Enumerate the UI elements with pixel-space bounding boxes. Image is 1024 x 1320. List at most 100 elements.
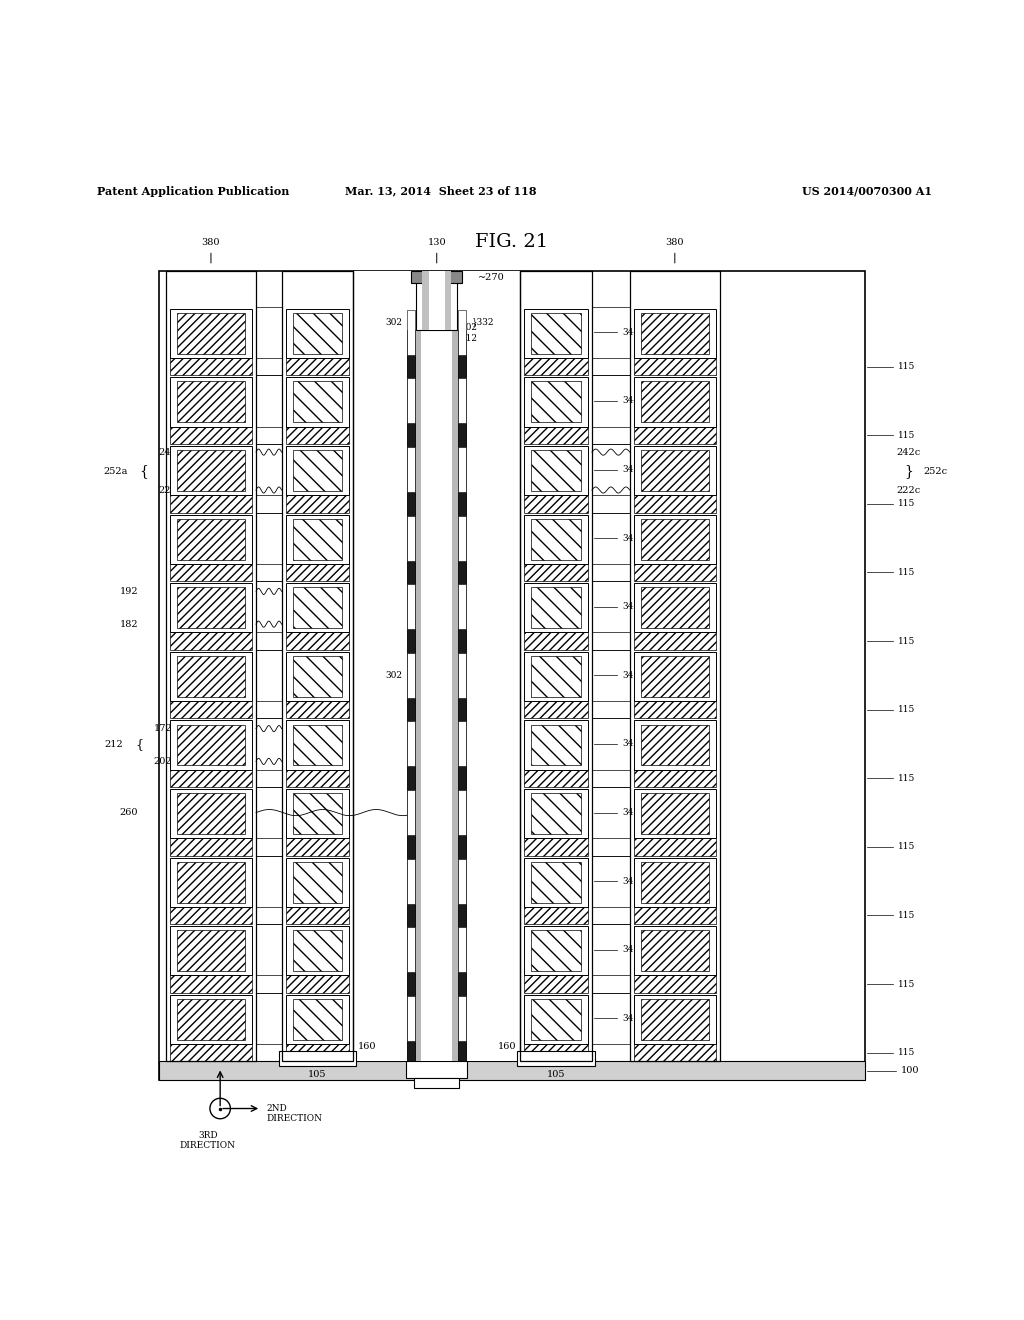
Bar	[286, 858, 349, 907]
Bar	[170, 721, 252, 770]
Bar	[634, 975, 716, 993]
Bar	[416, 271, 457, 330]
Bar	[286, 789, 349, 838]
Bar	[170, 701, 252, 718]
Text: 380: 380	[202, 238, 220, 247]
Text: 202: 202	[426, 322, 442, 331]
Bar	[531, 793, 581, 834]
Bar	[416, 330, 459, 1061]
Bar	[634, 652, 716, 701]
Text: 202: 202	[154, 756, 172, 766]
Bar	[286, 927, 349, 975]
Bar	[634, 358, 716, 375]
Bar	[286, 975, 349, 993]
Text: 2ND: 2ND	[266, 1104, 287, 1113]
Bar	[166, 271, 256, 1061]
Bar	[422, 271, 451, 330]
Bar	[634, 495, 716, 512]
Bar	[531, 587, 581, 628]
Bar	[286, 564, 349, 581]
Text: }: }	[904, 465, 912, 478]
Bar	[279, 1051, 356, 1065]
Text: 342: 342	[623, 671, 640, 680]
Bar	[286, 495, 349, 512]
Bar	[524, 309, 588, 358]
Bar	[641, 519, 709, 560]
Text: 342: 342	[623, 808, 640, 817]
Bar	[418, 858, 457, 907]
Text: 342: 342	[623, 465, 640, 474]
Bar	[177, 313, 245, 354]
Text: 260: 260	[120, 808, 138, 817]
Bar	[293, 313, 342, 354]
Bar	[170, 927, 252, 975]
Bar	[524, 995, 588, 1044]
Bar	[286, 446, 349, 495]
Bar	[531, 999, 581, 1040]
Bar	[282, 271, 353, 1061]
Bar	[418, 309, 457, 358]
Bar	[170, 1044, 252, 1061]
Bar	[524, 789, 588, 838]
Bar	[293, 381, 342, 422]
Bar	[634, 701, 716, 718]
Bar	[177, 519, 245, 560]
Bar	[459, 330, 467, 1061]
Bar	[170, 446, 252, 495]
Text: 202: 202	[422, 318, 439, 326]
Text: 344: 344	[623, 327, 640, 337]
Bar	[286, 358, 349, 375]
Text: 182: 182	[120, 619, 138, 628]
Text: 302: 302	[385, 671, 401, 680]
Bar	[531, 656, 581, 697]
Bar	[407, 379, 416, 424]
Text: 342: 342	[623, 602, 640, 611]
Bar	[459, 379, 467, 424]
Bar	[634, 378, 716, 426]
Text: 302: 302	[385, 318, 401, 326]
Text: 3RD: 3RD	[198, 1131, 218, 1140]
Bar	[407, 447, 416, 492]
Bar	[641, 793, 709, 834]
Bar	[407, 927, 416, 973]
Bar	[634, 583, 716, 632]
Bar	[459, 927, 467, 973]
Bar	[641, 587, 709, 628]
Bar	[634, 515, 716, 564]
Bar	[524, 632, 588, 649]
Bar	[407, 516, 416, 561]
Text: US 2014/0070300 A1: US 2014/0070300 A1	[802, 186, 932, 197]
Bar	[286, 583, 349, 632]
Bar	[641, 725, 709, 766]
Text: 222a: 222a	[159, 486, 183, 495]
Text: Mar. 13, 2014  Sheet 23 of 118: Mar. 13, 2014 Sheet 23 of 118	[344, 186, 537, 197]
Bar	[407, 791, 416, 836]
Bar	[428, 271, 444, 330]
Bar	[293, 862, 342, 903]
Text: ~270: ~270	[477, 272, 505, 281]
Text: 202: 202	[422, 671, 439, 680]
Bar	[459, 585, 467, 630]
Bar	[634, 632, 716, 649]
Bar	[293, 450, 342, 491]
Text: 115: 115	[898, 911, 915, 920]
Bar	[177, 450, 245, 491]
Bar	[418, 995, 457, 1044]
Bar	[407, 585, 416, 630]
Bar	[531, 931, 581, 972]
Bar	[630, 271, 720, 1061]
Bar	[293, 793, 342, 834]
Text: 1ST: 1ST	[211, 1053, 229, 1063]
Bar	[170, 309, 252, 358]
Text: 115: 115	[898, 362, 915, 371]
Bar	[418, 515, 457, 564]
Bar	[531, 313, 581, 354]
Text: 380: 380	[666, 238, 684, 247]
Bar	[293, 931, 342, 972]
Bar	[641, 656, 709, 697]
Bar	[170, 789, 252, 838]
Bar	[634, 564, 716, 581]
Bar	[418, 927, 457, 975]
Text: 105: 105	[547, 1071, 565, 1080]
Bar	[282, 271, 353, 1061]
